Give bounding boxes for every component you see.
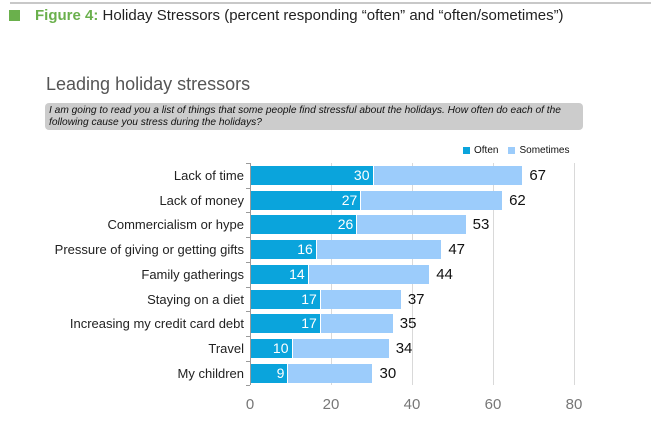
figure-title-text: Holiday Stressors (percent responding “o…: [102, 7, 564, 24]
bar-sometimes: [357, 215, 466, 235]
gridline: [493, 163, 494, 385]
bar-often: 10: [251, 338, 292, 358]
figure-marker-icon: [9, 10, 20, 21]
legend-label-sometimes: Sometimes: [519, 145, 570, 156]
plot-area: 30 67 27 62 26 53 16 47 14 44 17 37 17 35 10 34 9 30: [246, 163, 580, 387]
bar-often: 27: [251, 190, 361, 210]
bar-row: 27 62: [250, 190, 580, 210]
total-value-label: 67: [529, 167, 547, 184]
axis-tick: [246, 360, 250, 362]
axis-tick: [246, 335, 250, 337]
bar-often: 26: [251, 215, 357, 235]
bar-row: 26 53: [250, 215, 580, 235]
category-label: Staying on a diet: [147, 291, 244, 307]
bar-row: 14 44: [250, 264, 580, 284]
total-value-label: 34: [395, 339, 413, 357]
y-axis: [250, 163, 251, 385]
bar-row: 9 30: [250, 363, 580, 383]
x-tick-label: 60: [484, 396, 502, 413]
figure-title: Figure 4: Holiday Stressors (percent res…: [35, 7, 564, 24]
category-label: Pressure of giving or getting gifts: [54, 242, 244, 258]
category-label: Family gatherings: [141, 266, 244, 282]
bar-sometimes: [316, 240, 442, 260]
legend-swatch-often: [463, 147, 470, 154]
total-value-label: 37: [407, 290, 425, 308]
bar-often: 16: [251, 240, 316, 260]
x-tick-label: 40: [403, 396, 421, 413]
gridline: [574, 163, 575, 385]
category-label: Lack of time: [173, 168, 244, 183]
figure-number: Figure 4:: [35, 7, 99, 24]
bar-often: 17: [251, 314, 320, 334]
bar-sometimes: [288, 363, 373, 383]
legend: Often Sometimes: [463, 145, 569, 156]
category-label: My children: [177, 365, 244, 381]
chart-title: Leading holiday stressors: [46, 74, 251, 94]
top-rule: [10, 2, 651, 4]
bar-row: 17 35: [250, 314, 580, 334]
x-tick-label: 20: [322, 396, 340, 413]
bar-often: 9: [251, 363, 288, 383]
total-value-label: 35: [399, 315, 417, 333]
total-value-label: 47: [448, 241, 466, 259]
category-label: Increasing my credit card debt: [69, 316, 244, 332]
x-tick-label: 80: [565, 396, 583, 413]
axis-tick: [246, 286, 250, 288]
axis-tick: [246, 385, 250, 387]
survey-question: I am going to read you a list of things …: [45, 103, 583, 130]
bar-row: 10 34: [250, 338, 580, 358]
axis-tick: [246, 187, 250, 189]
bar-sometimes: [373, 166, 523, 185]
bar-row: 16 47: [250, 240, 580, 260]
bar-row: 17 37: [250, 289, 580, 309]
axis-tick: [246, 163, 250, 164]
axis-tick: [246, 212, 250, 214]
bar-sometimes: [320, 314, 393, 334]
total-value-label: 44: [436, 265, 453, 283]
total-value-label: 30: [379, 364, 397, 382]
axis-tick: [246, 237, 250, 239]
x-tick-label: 0: [245, 396, 255, 413]
total-value-label: 62: [509, 191, 526, 209]
legend-label-often: Often: [474, 145, 499, 156]
axis-tick: [246, 261, 250, 263]
bar-sometimes: [292, 338, 389, 358]
bar-often: 14: [251, 264, 308, 284]
category-label: Travel: [208, 340, 244, 356]
bar-often: 30: [251, 166, 373, 185]
bar-sometimes: [320, 289, 401, 309]
category-label: Lack of money: [159, 192, 244, 208]
category-label: Commercialism or hype: [107, 217, 244, 233]
legend-swatch-sometimes: [508, 147, 516, 154]
axis-tick: [246, 311, 250, 313]
bar-row: 30 67: [250, 166, 580, 185]
bar-sometimes: [361, 190, 503, 210]
bar-often: 17: [251, 289, 320, 309]
total-value-label: 53: [472, 216, 490, 234]
bar-sometimes: [308, 264, 430, 284]
